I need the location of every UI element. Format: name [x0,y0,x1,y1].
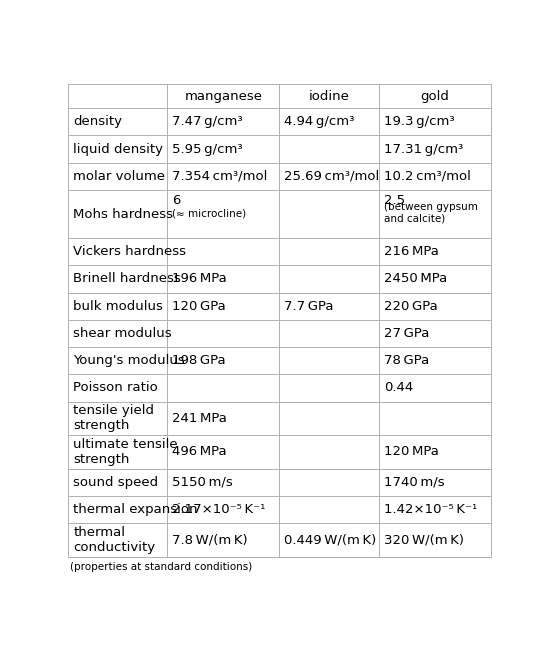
Text: 241 MPa: 241 MPa [172,412,227,425]
Text: 17.31 g/cm³: 17.31 g/cm³ [384,143,463,156]
Text: 7.8 W/(m K): 7.8 W/(m K) [172,533,248,546]
Text: ultimate tensile
strength: ultimate tensile strength [73,438,178,466]
Text: 120 MPa: 120 MPa [384,445,439,458]
Text: (properties at standard conditions): (properties at standard conditions) [70,561,252,572]
Text: 1.42×10⁻⁵ K⁻¹: 1.42×10⁻⁵ K⁻¹ [384,503,477,516]
Text: 120 GPa: 120 GPa [172,300,226,313]
Text: Poisson ratio: Poisson ratio [73,382,158,395]
Text: 2.5: 2.5 [384,194,405,207]
Text: 78 GPa: 78 GPa [384,354,429,367]
Text: Mohs hardness: Mohs hardness [73,208,173,221]
Text: manganese: manganese [184,90,262,103]
Text: 19.3 g/cm³: 19.3 g/cm³ [384,116,455,129]
Text: 5.95 g/cm³: 5.95 g/cm³ [172,143,243,156]
Text: 6: 6 [172,194,181,207]
Text: 10.2 cm³/mol: 10.2 cm³/mol [384,170,470,183]
Text: 216 MPa: 216 MPa [384,245,439,258]
Text: 7.7 GPa: 7.7 GPa [284,300,334,313]
Text: (≈ microcline): (≈ microcline) [172,208,246,218]
Text: Brinell hardness: Brinell hardness [73,273,181,286]
Text: 27 GPa: 27 GPa [384,327,429,340]
Text: 5150 m/s: 5150 m/s [172,476,233,489]
Text: 320 W/(m K): 320 W/(m K) [384,533,464,546]
Text: 7.354 cm³/mol: 7.354 cm³/mol [172,170,268,183]
Text: shear modulus: shear modulus [73,327,172,340]
Text: 0.44: 0.44 [384,382,413,395]
Text: Vickers hardness: Vickers hardness [73,245,186,258]
Text: bulk modulus: bulk modulus [73,300,163,313]
Text: 220 GPa: 220 GPa [384,300,438,313]
Text: sound speed: sound speed [73,476,158,489]
Text: Young's modulus: Young's modulus [73,354,185,367]
Text: 0.449 W/(m K): 0.449 W/(m K) [284,533,377,546]
Text: 2.17×10⁻⁵ K⁻¹: 2.17×10⁻⁵ K⁻¹ [172,503,266,516]
Text: 7.47 g/cm³: 7.47 g/cm³ [172,116,243,129]
Text: thermal
conductivity: thermal conductivity [73,526,155,554]
Text: 196 MPa: 196 MPa [172,273,227,286]
Text: 2450 MPa: 2450 MPa [384,273,447,286]
Text: thermal expansion: thermal expansion [73,503,198,516]
Text: molar volume: molar volume [73,170,165,183]
Text: 25.69 cm³/mol: 25.69 cm³/mol [284,170,380,183]
Text: tensile yield
strength: tensile yield strength [73,404,154,432]
Text: 1740 m/s: 1740 m/s [384,476,444,489]
Text: 198 GPa: 198 GPa [172,354,226,367]
Text: iodine: iodine [308,90,349,103]
Text: gold: gold [420,90,449,103]
Text: liquid density: liquid density [73,143,163,156]
Text: 4.94 g/cm³: 4.94 g/cm³ [284,116,355,129]
Text: (between gypsum
and calcite): (between gypsum and calcite) [384,202,477,224]
Text: 496 MPa: 496 MPa [172,445,227,458]
Text: density: density [73,116,122,129]
